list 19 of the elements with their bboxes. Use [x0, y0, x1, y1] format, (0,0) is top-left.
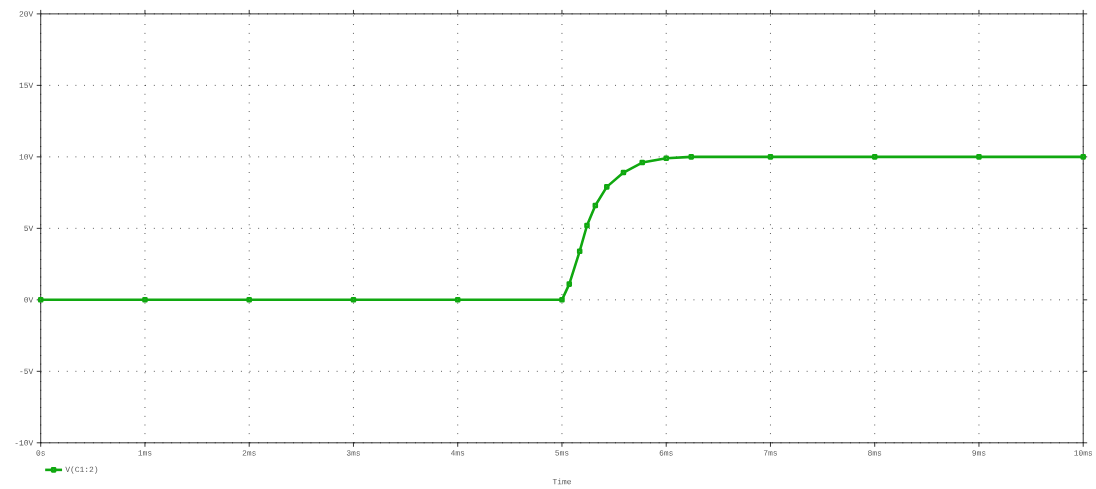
- point: [37, 296, 44, 303]
- point: [576, 248, 583, 254]
- point: [559, 296, 565, 303]
- point: [566, 281, 573, 287]
- point: [663, 155, 669, 161]
- point: [871, 153, 878, 160]
- point: [584, 222, 590, 229]
- point: [639, 159, 646, 166]
- point: [142, 296, 148, 303]
- point: [246, 296, 252, 303]
- point: [454, 296, 461, 303]
- point: [1080, 153, 1086, 160]
- point: [350, 296, 357, 303]
- point: [604, 183, 610, 190]
- point: [767, 153, 774, 160]
- point: [620, 169, 627, 176]
- point: [688, 153, 695, 160]
- point: [592, 202, 599, 209]
- point: [976, 153, 982, 160]
